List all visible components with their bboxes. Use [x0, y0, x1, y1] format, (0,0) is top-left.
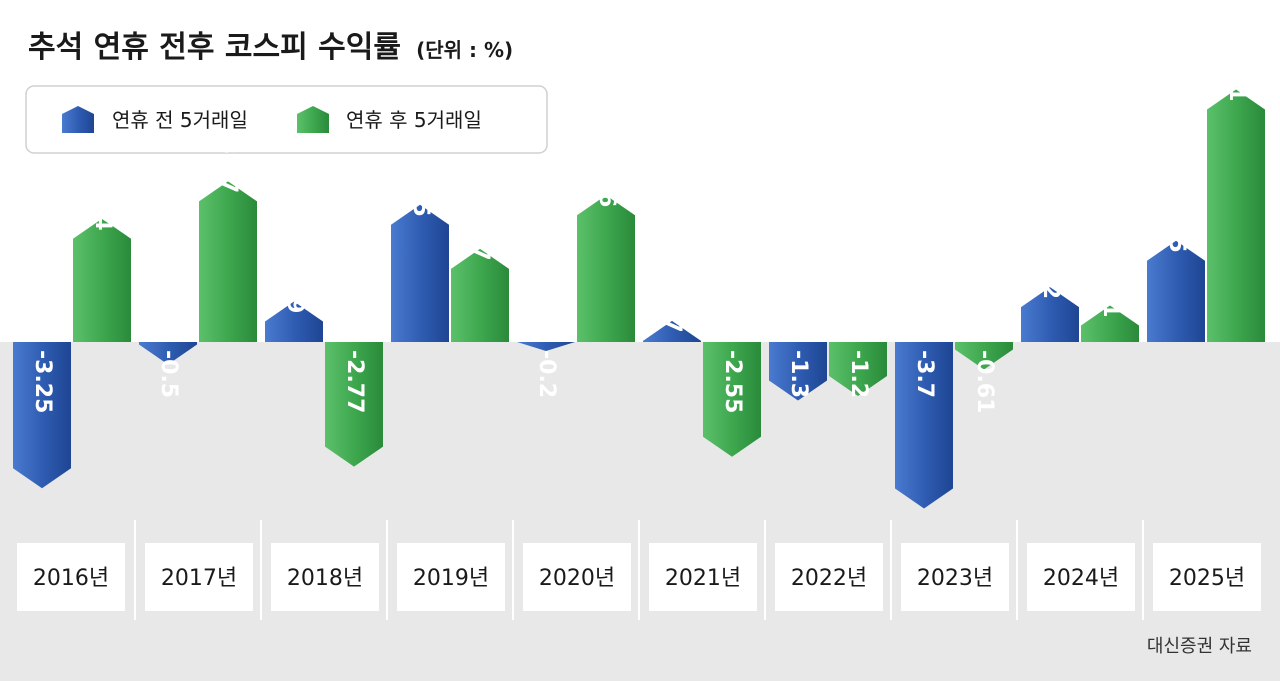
bar-before-2018년 — [265, 301, 323, 342]
bar-before-2020년 — [517, 342, 575, 351]
bar-after-2021년 — [703, 342, 761, 457]
bar-label-before-2021년: 0.47 — [660, 279, 685, 333]
bar-label-before-2018년: 0.9 — [282, 275, 307, 314]
bar-before-2019년 — [391, 204, 449, 342]
bar-label-after-2025년: 5.61 — [1224, 47, 1249, 101]
year-box-2019년 — [397, 543, 505, 611]
bar-before-2025년 — [1147, 240, 1205, 342]
legend-swatch-before-shape — [62, 106, 94, 133]
bar-label-before-2023년: -3.7 — [912, 350, 937, 398]
bar-label-after-2017년: 3.57 — [216, 139, 241, 193]
year-box-2016년 — [17, 543, 125, 611]
year-box-2025년 — [1153, 543, 1261, 611]
year-box-2023년 — [901, 543, 1009, 611]
chart-title: 추석 연휴 전후 코스피 수익률 (단위 : %) — [28, 30, 513, 65]
bar-label-after-2019년: 2.07 — [468, 207, 493, 261]
chart-title-unit: (단위 : %) — [416, 38, 513, 62]
bar-after-2025년 — [1207, 89, 1265, 342]
year-box-2018년 — [271, 543, 379, 611]
year-label-2022년: 2022년 — [791, 566, 867, 591]
bar-label-after-2024년: 0.81 — [1098, 263, 1123, 317]
bars: -3.25 2.74 -0.5 3.57 0.9 -2.77 3.05 2.07 -0.2 3.2… — [13, 47, 1265, 509]
bar-label-after-2023년: -0.61 — [972, 350, 997, 413]
bar-after-2022년 — [829, 342, 887, 396]
bar-label-before-2022년: -1.3 — [786, 350, 811, 398]
chart-title-main: 추석 연휴 전후 코스피 수익률 — [28, 30, 401, 65]
year-boxes: 2016년 2017년 2018년 2019년 2020년 2021년 2022년 2023년… — [17, 543, 1261, 611]
year-box-2024년 — [1027, 543, 1135, 611]
bar-before-2016년 — [13, 342, 71, 489]
year-label-2020년: 2020년 — [539, 566, 615, 591]
bar-after-2018년 — [325, 342, 383, 467]
bar-after-2020년 — [577, 195, 635, 342]
year-label-2024년: 2024년 — [1043, 566, 1119, 591]
legend-label-after: 연휴 후 5거래일 — [346, 108, 482, 132]
bar-before-2017년 — [139, 342, 197, 365]
year-label-2025년: 2025년 — [1169, 566, 1245, 591]
legend-swatch-before — [62, 106, 94, 133]
year-box-2021년 — [649, 543, 757, 611]
bar-before-2024년 — [1021, 287, 1079, 342]
bar-before-2022년 — [769, 342, 827, 401]
year-label-2019년: 2019년 — [413, 566, 489, 591]
year-label-2017년: 2017년 — [161, 566, 237, 591]
legend-swatch-after — [297, 106, 329, 133]
bar-after-2016년 — [73, 218, 131, 342]
bar-after-2024년 — [1081, 305, 1139, 342]
year-box-2022년 — [775, 543, 883, 611]
group-dividers — [134, 520, 1144, 620]
negative-band — [0, 342, 1280, 681]
bar-before-2023년 — [895, 342, 953, 509]
year-label-2018년: 2018년 — [287, 566, 363, 591]
legend: 연휴 전 5거래일 연휴 후 5거래일 — [25, 85, 548, 154]
bar-label-before-2025년: 2.25 — [1164, 198, 1189, 252]
bar-label-before-2019년: 3.05 — [408, 162, 433, 216]
bar-label-after-2018년: -2.77 — [342, 350, 367, 413]
bar-label-before-2017년: -0.5 — [156, 350, 181, 398]
bar-label-after-2016년: 2.74 — [90, 176, 115, 230]
bar-label-after-2020년: 3.26 — [594, 153, 619, 207]
year-box-2020년 — [523, 543, 631, 611]
legend-label-before: 연휴 전 5거래일 — [112, 108, 248, 132]
bar-label-after-2021년: -2.55 — [720, 350, 745, 413]
source-note: 대신증권 자료 — [1147, 636, 1252, 657]
year-label-2021년: 2021년 — [665, 566, 741, 591]
year-label-2016년: 2016년 — [33, 566, 109, 591]
bar-after-2023년 — [955, 342, 1013, 370]
bar-before-2021년 — [643, 320, 701, 342]
bar-label-before-2024년: 1.22 — [1038, 245, 1063, 299]
bar-after-2019년 — [451, 248, 509, 342]
year-box-2017년 — [145, 543, 253, 611]
bar-label-after-2022년: -1.2 — [846, 350, 871, 398]
bar-label-before-2020년: -0.2 — [534, 350, 559, 398]
bar-label-before-2016년: -3.25 — [30, 350, 55, 413]
year-label-2023년: 2023년 — [917, 566, 993, 591]
bar-after-2017년 — [199, 181, 257, 342]
legend-swatch-after-shape — [297, 106, 329, 133]
legend-box — [25, 85, 548, 154]
